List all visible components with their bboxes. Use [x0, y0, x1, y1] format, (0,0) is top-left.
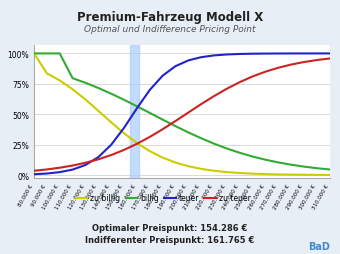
Text: Indifferenter Preispunkt: 161.765 €: Indifferenter Preispunkt: 161.765 €	[85, 235, 255, 245]
Bar	[130, 46, 139, 178]
Text: Optimaler Preispunkt: 154.286 €: Optimaler Preispunkt: 154.286 €	[92, 223, 248, 232]
Text: BaD: BaD	[308, 242, 330, 251]
Text: Premium-Fahrzeug Modell X: Premium-Fahrzeug Modell X	[77, 11, 263, 24]
Text: Optimal und Indifference Pricing Point: Optimal und Indifference Pricing Point	[84, 25, 256, 34]
Legend: zu billig, billig, teuer, zu teuer: zu billig, billig, teuer, zu teuer	[72, 191, 254, 206]
